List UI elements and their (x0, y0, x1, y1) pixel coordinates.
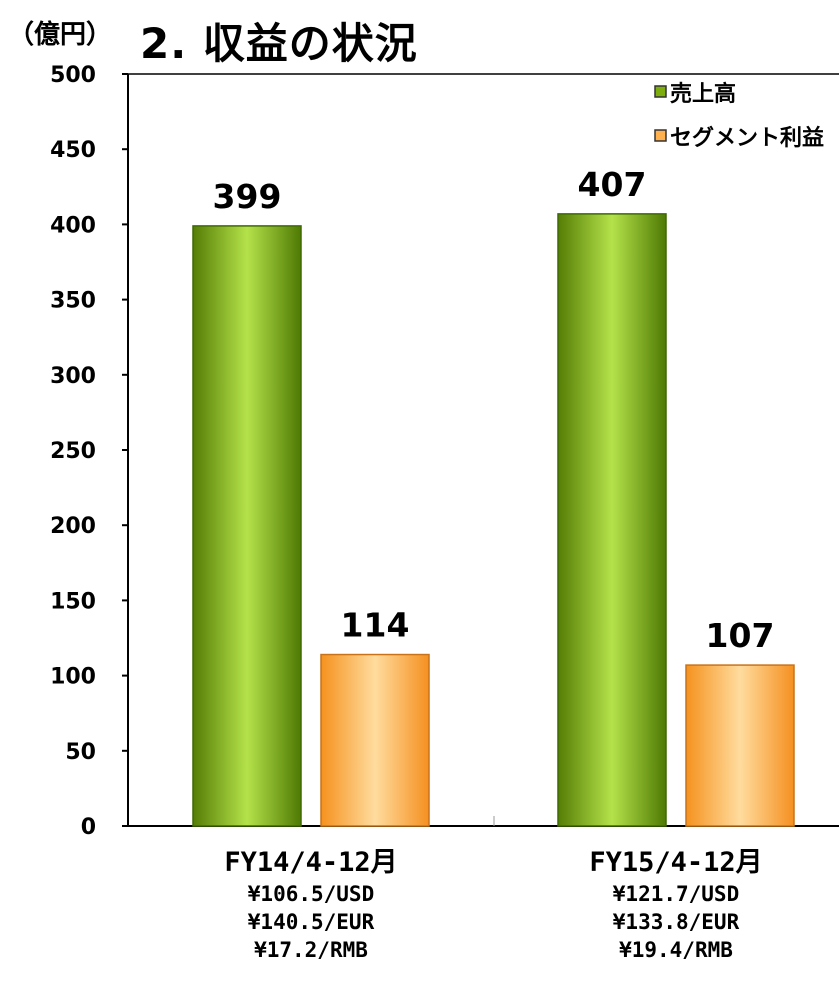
fx-rate-usd: ¥121.7/USD (612, 882, 740, 906)
x-category-label: FY14/4-12月 (224, 847, 398, 878)
sales-bar (557, 213, 667, 827)
y-tick-label: 200 (50, 514, 96, 539)
y-tick-label: 400 (50, 213, 96, 238)
data-label: 107 (706, 616, 775, 655)
legend-label-segment-profit: セグメント利益 (670, 125, 824, 151)
x-category-block-2: FY15/4-12月 ¥121.7/USD ¥133.8/EUR ¥19.4/R… (546, 846, 806, 964)
fx-rate-eur: ¥133.8/EUR (612, 910, 740, 934)
legend-label-sales: 売上高 (670, 81, 736, 107)
y-tick-label: 250 (50, 439, 96, 464)
x-category-label: FY15/4-12月 (589, 847, 763, 878)
legend-swatch-segment-profit (654, 129, 667, 142)
fx-rate-usd: ¥106.5/USD (247, 882, 375, 906)
y-tick-label: 300 (50, 364, 96, 389)
segment-profit-bar (320, 653, 430, 827)
data-label: 399 (213, 177, 282, 216)
x-category-block-1: FY14/4-12月 ¥106.5/USD ¥140.5/EUR ¥17.2/R… (181, 846, 441, 964)
fx-rate-rmb: ¥19.4/RMB (619, 938, 733, 962)
y-tick-label: 350 (50, 289, 96, 314)
y-tick-label: 100 (50, 665, 96, 690)
y-tick-label: 50 (65, 740, 96, 765)
y-tick-label: 150 (50, 589, 96, 614)
y-tick-label: 0 (81, 815, 96, 840)
segment-profit-bar (685, 664, 795, 827)
y-tick-label: 450 (50, 138, 96, 163)
sales-bar (192, 225, 302, 827)
data-label: 114 (341, 606, 410, 645)
data-label: 407 (578, 165, 647, 204)
fx-rate-rmb: ¥17.2/RMB (254, 938, 368, 962)
page-title: 2. 収益の状況 (140, 19, 418, 68)
y-axis-unit-label: （億円） (8, 20, 113, 50)
legend-swatch-sales (654, 85, 667, 98)
fx-rate-eur: ¥140.5/EUR (247, 910, 375, 934)
y-tick-label: 500 (50, 63, 96, 88)
